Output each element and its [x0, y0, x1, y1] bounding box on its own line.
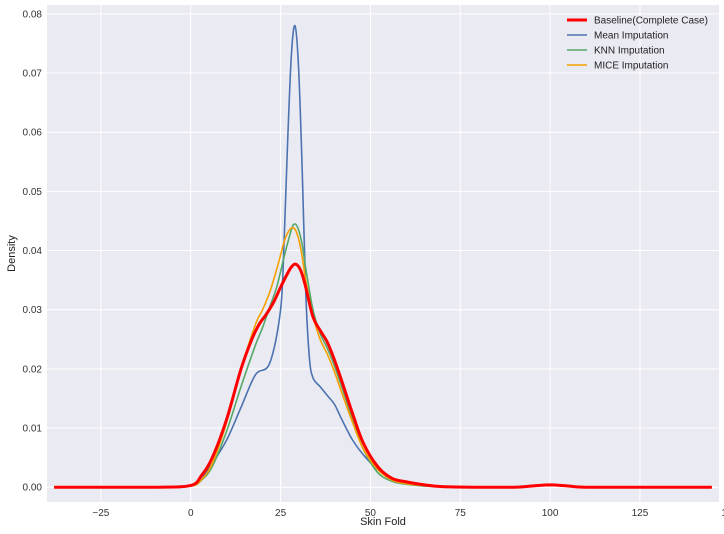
- y-tick-label: 0.08: [23, 9, 43, 20]
- x-tick-label: 25: [275, 508, 287, 519]
- legend-label-mean-imputation: Mean Imputation: [594, 31, 669, 42]
- y-axis-ticks: 0.00 0.01 0.02 0.03 0.04 0.05 0.06 0.07 0.08: [23, 9, 43, 493]
- x-axis-ticks: −25 0 25 50 75 100 125 150: [92, 508, 724, 519]
- grid-lines: [47, 5, 719, 502]
- legend-label-knn-imputation: KNN Imputation: [594, 46, 665, 57]
- y-tick-label: 0.03: [23, 305, 43, 316]
- x-tick-label: 75: [455, 508, 467, 519]
- x-tick-label: 125: [632, 508, 649, 519]
- legend-label-baseline-complete-case: Baseline(Complete Case): [594, 16, 708, 27]
- y-tick-label: 0.00: [23, 483, 43, 494]
- x-tick-label: 150: [721, 508, 724, 519]
- legend: Baseline(Complete Case) Mean Imputation KN…: [567, 16, 708, 72]
- y-tick-label: 0.07: [23, 69, 43, 80]
- y-tick-label: 0.04: [23, 246, 43, 257]
- x-tick-label: 0: [188, 508, 194, 519]
- y-tick-label: 0.06: [23, 128, 43, 139]
- y-tick-label: 0.05: [23, 187, 43, 198]
- y-tick-label: 0.01: [23, 424, 43, 435]
- y-axis-label: Density: [6, 235, 18, 272]
- x-tick-label: −25: [92, 508, 109, 519]
- series-lines: [54, 24, 712, 489]
- y-tick-label: 0.02: [23, 364, 43, 375]
- legend-label-mice-imputation: MICE Imputation: [594, 61, 668, 72]
- baseline-complete-case-line: [54, 262, 712, 489]
- plot-area: [47, 5, 719, 502]
- x-axis-label: Skin Fold: [360, 516, 406, 528]
- x-tick-label: 100: [542, 508, 559, 519]
- x-tick-label: 50: [365, 508, 377, 519]
